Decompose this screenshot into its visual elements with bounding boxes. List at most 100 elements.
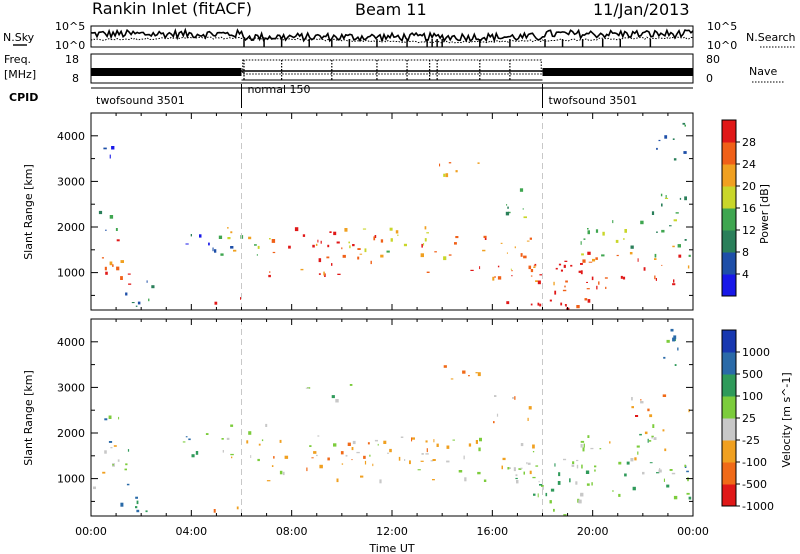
x-tick-label: 16:00 — [476, 525, 508, 538]
scatter-cell — [651, 437, 653, 439]
scatter-cell — [477, 162, 480, 164]
scatter-cell — [654, 275, 656, 280]
nave-trace — [242, 59, 542, 75]
scatter-cell — [670, 328, 674, 332]
scatter-cell — [609, 441, 611, 444]
scatter-cell — [569, 478, 571, 483]
scatter-cell — [533, 266, 536, 268]
scatter-cell — [356, 451, 360, 454]
velocity-colorbar: 1000 500 100 25 -25 -100 -500 -1000 — [721, 329, 774, 513]
scatter-cell — [529, 470, 532, 475]
scatter-cell — [363, 455, 366, 459]
scatter-cell — [560, 302, 563, 306]
scatter-cell — [103, 147, 107, 150]
scatter-cell — [341, 247, 343, 250]
scatter-cell — [508, 211, 511, 214]
scatter-cell — [522, 208, 524, 210]
scatter-cell — [563, 514, 567, 516]
scatter-cell — [417, 469, 421, 471]
scatter-cell — [436, 443, 439, 447]
scatter-cell — [421, 243, 423, 248]
scatter-cell — [526, 240, 530, 242]
scatter-cell — [587, 435, 590, 438]
scatter-cell — [582, 259, 586, 263]
scatter-cell — [575, 481, 578, 485]
scatter-cell — [515, 474, 518, 477]
scatter-cell — [674, 364, 677, 366]
scatter-cell — [511, 270, 513, 272]
scatter-cell — [351, 459, 353, 461]
scatter-cell — [257, 245, 260, 249]
scatter-cell — [535, 280, 538, 282]
scatter-cell — [658, 469, 662, 473]
scatter-cell — [468, 443, 472, 447]
scatter-cell — [605, 286, 607, 289]
scatter-cell — [230, 231, 233, 234]
xlabel: Time UT — [368, 542, 414, 554]
scatter-cell — [672, 245, 675, 248]
scatter-cell — [109, 215, 114, 219]
scatter-cell — [317, 239, 319, 243]
scatter-cell — [534, 263, 537, 265]
colorbar-segment — [722, 330, 736, 353]
velocity-ylabel: Slant Range [km] — [22, 370, 35, 466]
scatter-cell — [273, 456, 275, 459]
scatter-cell — [580, 270, 583, 275]
scatter-cell — [479, 437, 482, 442]
colorbar-tick-label: 8 — [742, 246, 749, 259]
scatter-cell — [324, 273, 326, 277]
scatter-cell — [374, 439, 378, 442]
scatter-cell — [468, 375, 470, 377]
scatter-cell — [403, 243, 407, 247]
scatter-cell — [588, 261, 593, 263]
scatter-cell — [537, 302, 540, 306]
scatter-cell — [380, 254, 384, 258]
scatter-cell — [570, 264, 573, 267]
scatter-cell — [135, 496, 138, 499]
scatter-cell — [320, 240, 322, 244]
scatter-cell — [523, 255, 527, 259]
scatter-cell — [616, 254, 619, 257]
scatter-cell — [190, 234, 192, 237]
scatter-cell — [673, 279, 675, 283]
scatter-cell — [261, 439, 264, 442]
scatter-cell — [118, 416, 120, 420]
scatter-cell — [647, 438, 649, 443]
scatter-cell — [373, 236, 376, 241]
scatter-cell — [662, 429, 665, 432]
scatter-cell — [411, 437, 415, 440]
scatter-cell — [331, 395, 335, 399]
scatter-cell — [528, 406, 532, 410]
scatter-cell — [433, 439, 435, 443]
scatter-cell — [669, 469, 673, 471]
scatter-cell — [240, 297, 242, 300]
scatter-cell — [520, 443, 524, 447]
scatter-cell — [110, 447, 113, 449]
scatter-cell — [320, 465, 322, 467]
scatter-cell — [214, 301, 218, 305]
scatter-cell — [340, 451, 344, 455]
scatter-cell — [587, 230, 590, 235]
scatter-cell — [538, 480, 540, 483]
scatter-cell — [507, 467, 510, 470]
scatter-cell — [329, 231, 332, 233]
nsearch-tick-bottom: 10^0 — [707, 39, 737, 52]
scatter-cell — [672, 283, 676, 286]
scatter-cell — [529, 237, 532, 240]
scatter-cell — [514, 246, 516, 249]
scatter-cell — [553, 508, 555, 512]
scatter-cell — [266, 480, 271, 482]
cpid-label: CPID — [9, 91, 38, 104]
scatter-cell — [632, 486, 636, 491]
scatter-cell — [563, 458, 567, 461]
colorbar-segment — [722, 352, 736, 375]
scatter-cell — [615, 239, 619, 243]
scatter-cell — [331, 263, 333, 266]
scatter-cell — [108, 415, 112, 419]
scatter-cell — [523, 216, 527, 219]
scatter-cell — [518, 468, 522, 470]
scatter-cell — [120, 502, 124, 507]
scatter-cell — [554, 290, 557, 295]
scatter-cell — [520, 253, 523, 257]
scatter-cell — [104, 266, 107, 271]
